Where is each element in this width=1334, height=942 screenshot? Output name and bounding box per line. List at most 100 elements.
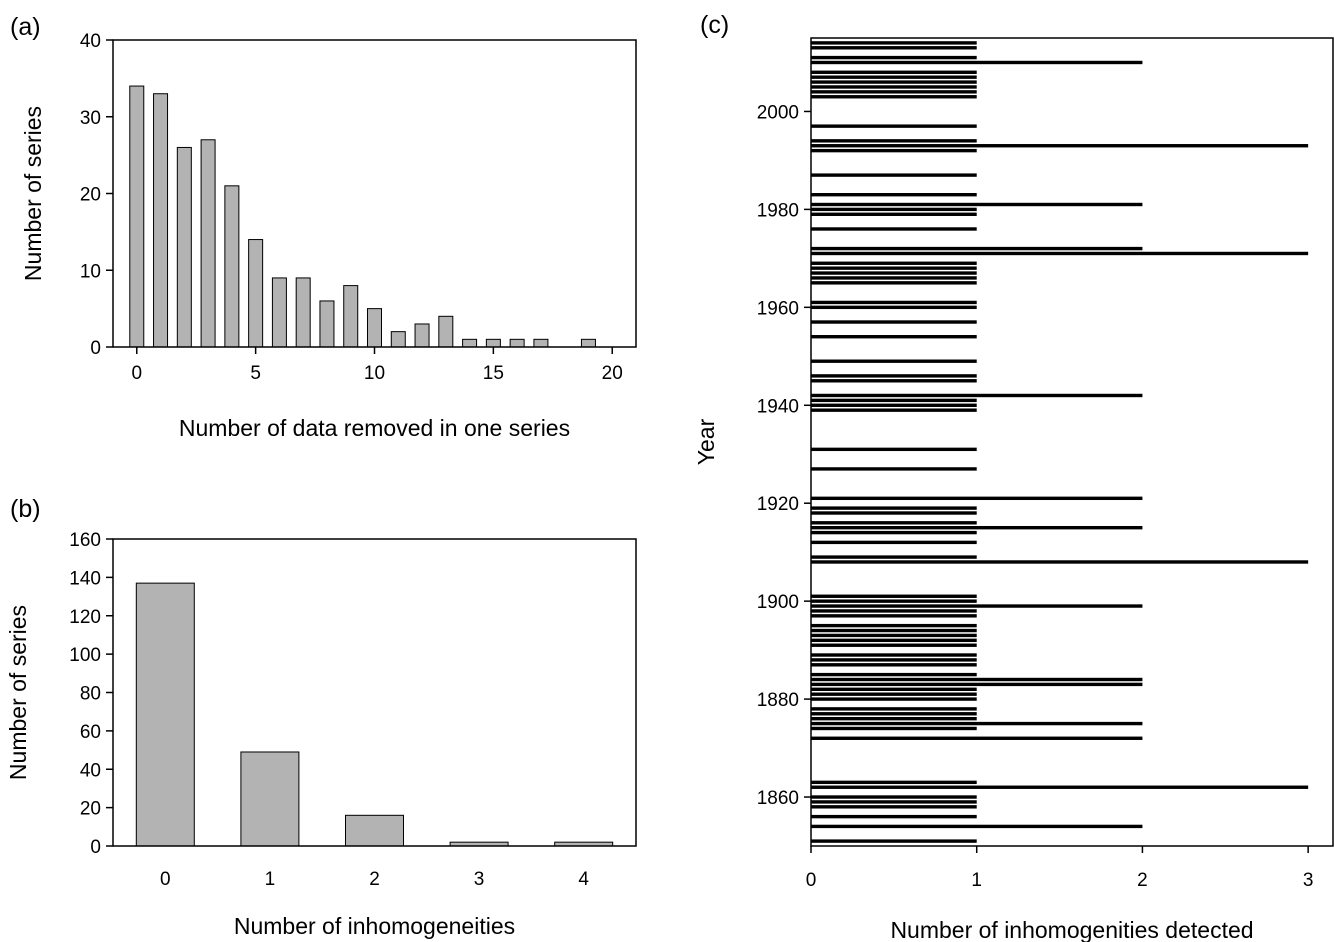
chart-c-xtick-label: 3: [1303, 870, 1314, 891]
chart-b-xtick-label: 3: [474, 869, 485, 890]
chart-c-ytick-label: 1900: [757, 592, 799, 613]
chart-c-ytick-label: 1880: [757, 690, 799, 711]
chart-c-bar: [811, 653, 977, 657]
chart-c-bar: [811, 467, 977, 471]
chart-c-bar: [811, 139, 977, 143]
chart-c-bar: [811, 251, 1309, 256]
chart-a-ylabel: Number of series: [20, 106, 46, 281]
chart-b-ytick-label: 40: [80, 760, 101, 781]
chart-c-bar: [811, 736, 1143, 740]
chart-c-bar: [811, 202, 1143, 207]
chart-a-xlabel: Number of data removed in one series: [179, 415, 570, 441]
chart-c-bar: [811, 682, 1143, 687]
chart-b-ytick-label: 80: [80, 684, 101, 705]
chart-c-xtick-label: 1: [971, 870, 982, 891]
chart-a: 0 5 10 15 20 0 10 20 30 40 Number of data removed…: [20, 31, 637, 441]
chart-c-bar: [811, 525, 1143, 530]
chart-a-bar: [153, 93, 169, 348]
chart-a-bar: [533, 338, 549, 348]
chart-c-bar: [811, 594, 977, 598]
chart-c-bar: [811, 281, 977, 285]
chart-c-bar: [811, 148, 977, 153]
chart-c-bar: [811, 726, 977, 731]
chart-c-xtick-label: 2: [1137, 870, 1148, 891]
chart-c-bar: [811, 511, 977, 515]
chart-c-bar: [811, 144, 1309, 148]
chart-c-bar: [811, 447, 977, 452]
chart-c-bar: [811, 614, 977, 618]
chart-a-bar: [295, 277, 311, 348]
chart-c-bar: [811, 80, 977, 84]
chart-b-ytick-label: 60: [80, 722, 101, 743]
chart-b-xlabel: Number of inhomogeneities: [234, 913, 515, 939]
chart-c-bar: [811, 555, 977, 559]
chart-b-bars: [135, 582, 614, 847]
chart-c-bar: [811, 124, 977, 128]
chart-c-bar: [811, 721, 1143, 726]
chart-c-bar: [811, 712, 977, 716]
chart-c-ticks: 0 1 2 3 1860 1880 1900 1920 1940 1960 1980 2000: [757, 102, 1314, 891]
chart-b-ytick-label: 100: [69, 645, 101, 666]
chart-c-ytick-label: 1920: [757, 494, 799, 515]
chart-c-ytick-label: 1940: [757, 396, 799, 417]
chart-c-bar: [811, 305, 977, 310]
chart-a-frame: [112, 39, 637, 348]
chart-c-bar: [811, 193, 977, 197]
chart-c-bar: [811, 824, 1143, 829]
chart-a-xtick-label: 5: [250, 363, 261, 384]
chart-c-bar: [811, 496, 1143, 501]
chart-c-bar: [811, 609, 977, 613]
chart-c-bar: [811, 41, 977, 45]
panel-label-c: (c): [700, 11, 729, 39]
chart-c-ytick-label: 1980: [757, 200, 799, 221]
chart-a-ytick-label: 20: [80, 185, 101, 206]
chart-a-bar: [367, 308, 382, 348]
chart-a-bar: [343, 285, 359, 348]
chart-c-bar: [811, 540, 977, 545]
chart-c-bar: [811, 85, 977, 89]
chart-c-bar: [811, 276, 977, 280]
chart-c-bar: [811, 560, 1309, 564]
chart-a-ticks: 0 5 10 15 20 0 10 20 30 40: [80, 31, 623, 384]
chart-b-ytick-label: 120: [69, 607, 101, 628]
chart-c-bar: [811, 692, 977, 696]
chart-b-xtick-label: 0: [160, 869, 171, 890]
chart-c-bar: [811, 638, 977, 643]
chart-a-bar: [271, 277, 287, 348]
chart-c-bar: [811, 506, 977, 510]
chart-b-frame: [112, 538, 637, 847]
chart-c-bar: [811, 697, 977, 701]
chart-c-bar: [811, 46, 977, 50]
chart-c-bar: [811, 403, 977, 407]
chart-c-ytick-label: 2000: [757, 102, 799, 123]
chart-c-bar: [811, 398, 977, 403]
chart-b-bar: [240, 751, 300, 847]
chart-c-bar: [811, 780, 977, 785]
chart-b-ytick-label: 160: [69, 530, 101, 551]
chart-a-bar: [319, 300, 335, 348]
chart-c-bar: [811, 672, 977, 677]
chart-c-bar: [811, 60, 1143, 65]
chart-a-ytick-label: 10: [80, 261, 101, 282]
chart-a-bar: [176, 146, 192, 348]
chart-c-bar: [811, 173, 977, 177]
panel-label-b: (b): [10, 495, 41, 523]
chart-a-xtick-label: 15: [483, 363, 504, 384]
chart-c-bar: [811, 379, 977, 383]
chart-a-xtick-label: 0: [131, 363, 142, 384]
chart-c-bar: [811, 90, 977, 94]
chart-b-xtick-label: 2: [369, 869, 380, 890]
chart-c-bar: [811, 393, 1143, 398]
chart-a-ytick-label: 0: [90, 338, 101, 359]
chart-b-ytick-label: 20: [80, 799, 101, 820]
chart-c-bar: [811, 599, 977, 603]
chart-c-ytick-label: 1960: [757, 298, 799, 319]
chart-c-xtick-label: 0: [806, 870, 817, 891]
chart-a-ytick-label: 40: [80, 31, 101, 52]
chart-c-frame: [810, 37, 1334, 847]
chart-c-bar: [811, 800, 977, 804]
chart-a-bar: [462, 338, 478, 348]
chart-c-ytick-label: 1860: [757, 788, 799, 809]
chart-a-bar: [129, 85, 145, 348]
chart-c-bar: [811, 408, 977, 412]
